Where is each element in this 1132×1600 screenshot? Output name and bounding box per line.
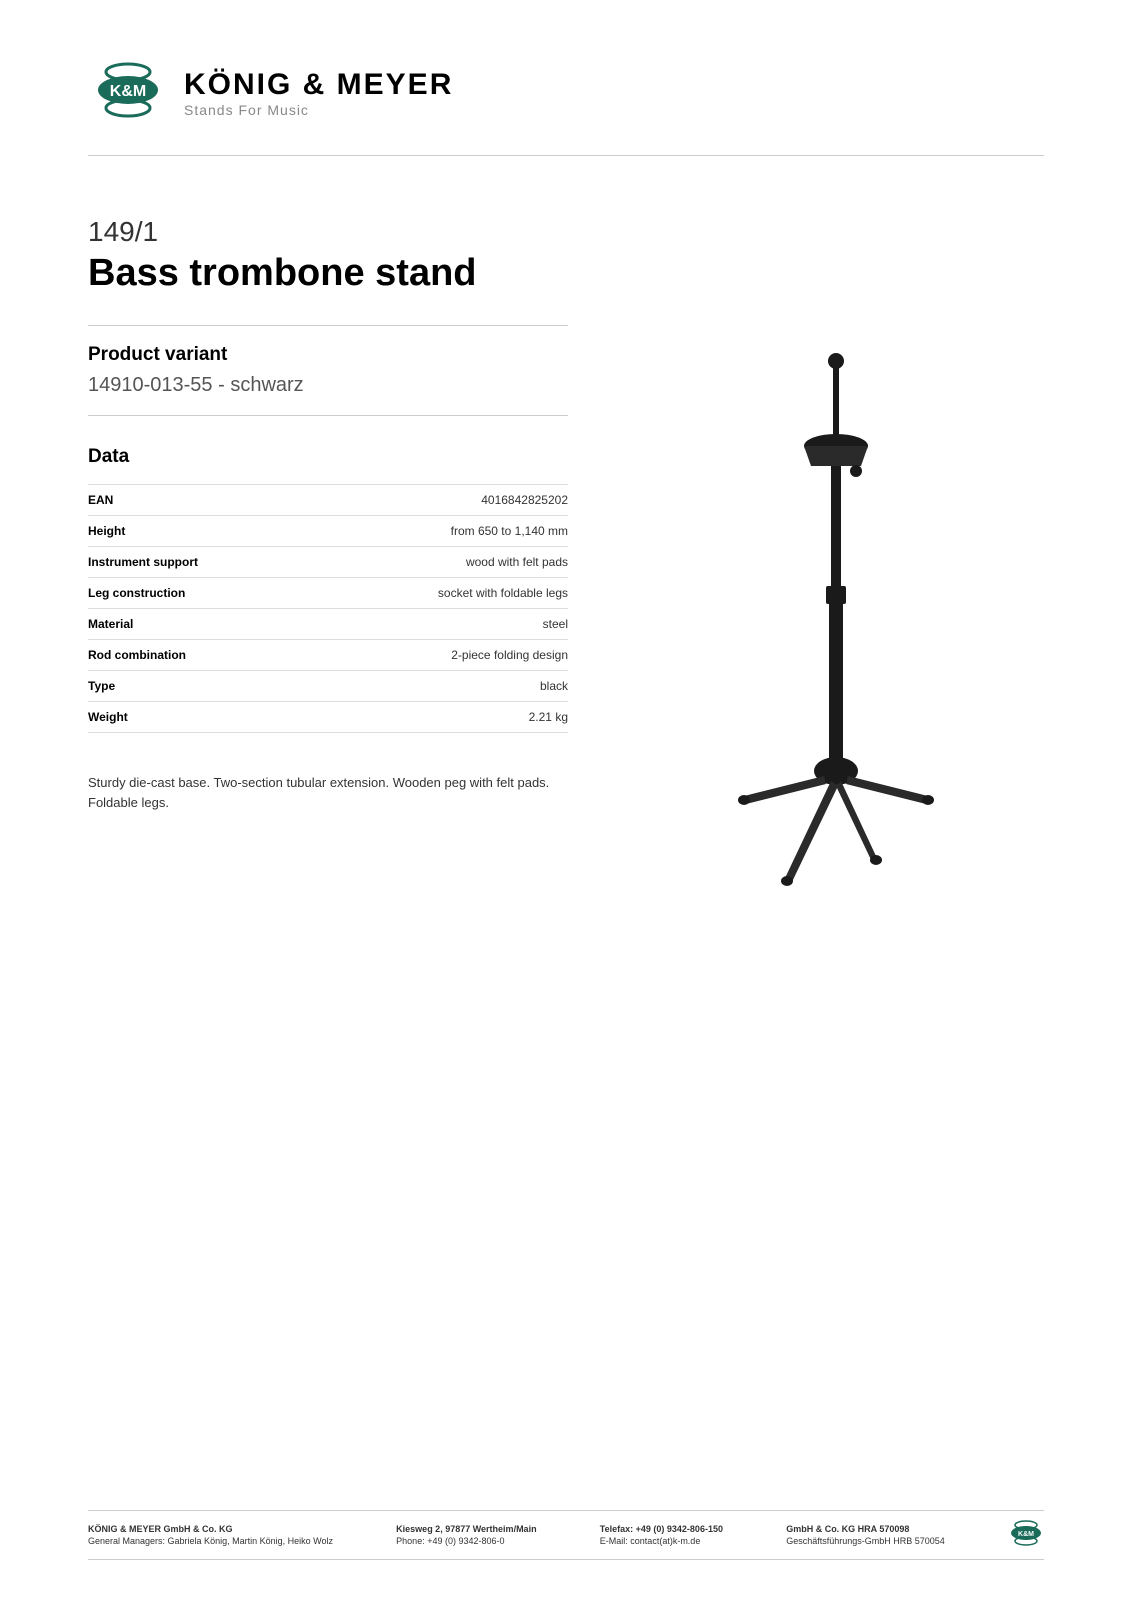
footer-col-address: Kiesweg 2, 97877 Wertheim/Main Phone: +4… xyxy=(396,1523,536,1548)
data-table: EAN4016842825202Heightfrom 650 to 1,140 … xyxy=(88,484,568,733)
footer-top-divider xyxy=(88,1510,1044,1511)
footer-address: Kiesweg 2, 97877 Wertheim/Main xyxy=(396,1523,536,1536)
brand-tagline: Stands For Music xyxy=(184,102,453,118)
footer-col-company: KÖNIG & MEYER GmbH & Co. KG General Mana… xyxy=(88,1523,333,1548)
table-value: socket with foldable legs xyxy=(308,578,568,609)
footer-email: E-Mail: contact(at)k-m.de xyxy=(600,1535,723,1548)
brand-name: KÖNIG & MEYER xyxy=(184,68,453,102)
footer-hrb: Geschäftsführungs-GmbH HRB 570054 xyxy=(786,1535,945,1548)
product-image xyxy=(628,216,1044,896)
table-row: Instrument supportwood with felt pads xyxy=(88,547,568,578)
footer-col-legal: GmbH & Co. KG HRA 570098 Geschäftsführun… xyxy=(786,1523,945,1548)
footer-fax: Telefax: +49 (0) 9342-806-150 xyxy=(600,1523,723,1536)
table-value: wood with felt pads xyxy=(308,547,568,578)
logo-text: KÖNIG & MEYER Stands For Music xyxy=(184,68,453,118)
footer-logo-icon: K&M xyxy=(1008,1519,1044,1551)
table-key: EAN xyxy=(88,485,308,516)
variant-top-divider xyxy=(88,325,568,326)
product-title: Bass trombone stand xyxy=(88,252,568,295)
table-value: from 650 to 1,140 mm xyxy=(308,516,568,547)
table-value: 2-piece folding design xyxy=(308,640,568,671)
header-logo: K&M KÖNIG & MEYER Stands For Music xyxy=(88,60,1044,125)
table-row: Heightfrom 650 to 1,140 mm xyxy=(88,516,568,547)
km-logo-icon: K&M xyxy=(88,60,168,125)
footer-bottom-divider xyxy=(88,1559,1044,1560)
footer-hra: GmbH & Co. KG HRA 570098 xyxy=(786,1523,945,1536)
table-key: Instrument support xyxy=(88,547,308,578)
table-key: Height xyxy=(88,516,308,547)
table-row: Weight2.21 kg xyxy=(88,702,568,733)
header-divider xyxy=(88,155,1044,156)
table-row: Rod combination2-piece folding design xyxy=(88,640,568,671)
product-code: 149/1 xyxy=(88,216,568,248)
table-key: Weight xyxy=(88,702,308,733)
table-row: Typeblack xyxy=(88,671,568,702)
footer-managers: General Managers: Gabriela König, Martin… xyxy=(88,1535,333,1548)
footer: KÖNIG & MEYER GmbH & Co. KG General Mana… xyxy=(88,1510,1044,1560)
table-row: Materialsteel xyxy=(88,609,568,640)
product-description: Sturdy die-cast base. Two-section tubula… xyxy=(88,773,568,812)
table-value: steel xyxy=(308,609,568,640)
variant-value: 14910-013-55 - schwarz xyxy=(88,374,568,397)
data-section-label: Data xyxy=(88,446,568,468)
table-row: EAN4016842825202 xyxy=(88,485,568,516)
footer-col-contact: Telefax: +49 (0) 9342-806-150 E-Mail: co… xyxy=(600,1523,723,1548)
variant-bottom-divider xyxy=(88,415,568,416)
footer-company-name: KÖNIG & MEYER GmbH & Co. KG xyxy=(88,1523,333,1536)
svg-text:K&M: K&M xyxy=(1018,1531,1034,1538)
table-key: Material xyxy=(88,609,308,640)
variant-label: Product variant xyxy=(88,344,568,366)
table-value: black xyxy=(308,671,568,702)
svg-text:K&M: K&M xyxy=(110,83,146,100)
table-value: 4016842825202 xyxy=(308,485,568,516)
table-key: Type xyxy=(88,671,308,702)
footer-phone: Phone: +49 (0) 9342-806-0 xyxy=(396,1535,536,1548)
table-key: Rod combination xyxy=(88,640,308,671)
table-row: Leg constructionsocket with foldable leg… xyxy=(88,578,568,609)
stand-illustration xyxy=(716,346,956,896)
table-value: 2.21 kg xyxy=(308,702,568,733)
table-key: Leg construction xyxy=(88,578,308,609)
